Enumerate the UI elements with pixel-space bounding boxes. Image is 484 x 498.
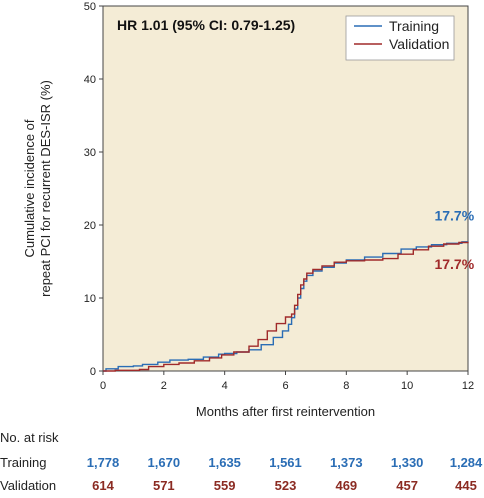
risk-count: 1,778 (86, 455, 120, 470)
legend-box (345, 15, 455, 61)
x-tick-label: 6 (282, 380, 288, 392)
x-tick-label: 8 (343, 380, 349, 392)
risk-count: 571 (152, 478, 175, 493)
axes: 0 10 20 30 40 50 0 2 4 6 8 10 12 (84, 1, 474, 392)
risk-count: 614 (92, 478, 114, 493)
x-tick-label: 0 (100, 380, 106, 392)
y-tick-label: 0 (90, 366, 96, 378)
x-tick-label: 10 (401, 380, 413, 392)
x-tick-label: 12 (462, 380, 474, 392)
y-tick-label: 30 (84, 147, 96, 159)
y-tick-label: 50 (84, 1, 96, 13)
series-line-training (103, 241, 468, 372)
risk-count: 1,373 (330, 455, 363, 470)
y-axis-label-line1: Cumulative incidence of (22, 119, 37, 257)
plot-area (103, 6, 468, 371)
x-tick-label: 4 (222, 380, 228, 392)
risk-count: 445 (455, 478, 477, 493)
risk-count: 1,284 (449, 455, 483, 470)
y-tick-label: 10 (84, 293, 96, 305)
y-tick-label: 20 (84, 220, 96, 232)
legend-label: Training (389, 18, 439, 34)
risk-count: 1,561 (269, 455, 302, 470)
risk-count: 1,635 (208, 455, 241, 470)
risk-row-validation: Validation 614 571 559 523 469 457 445 (0, 478, 484, 498)
x-tick-label: 2 (161, 380, 167, 392)
risk-count: 523 (274, 478, 297, 493)
risk-table-title: No. at risk (0, 430, 59, 445)
risk-count: 559 (213, 478, 236, 493)
risk-row-training: Training 1,778 1,670 1,635 1,561 1,373 1… (0, 455, 484, 475)
risk-count: 457 (396, 478, 419, 493)
legend-label: Validation (389, 36, 449, 52)
legend: Training Validation (345, 15, 455, 61)
series-lines: 17.7% 17.7% (103, 208, 475, 372)
risk-count: 1,330 (390, 455, 424, 470)
y-axis-label-line2: repeat PCI for recurrent DES-ISR (%) (38, 80, 53, 297)
risk-count: 469 (335, 478, 358, 493)
y-tick-label: 40 (84, 74, 96, 86)
risk-row-label: Validation (0, 478, 57, 493)
risk-count: 1,670 (147, 455, 181, 470)
end-label-training: 17.7% (434, 208, 474, 224)
series-line-validation (103, 241, 469, 372)
x-axis-label: Months after first reintervention (196, 404, 375, 419)
km-chart: 17.7% 17.7% 0 10 20 30 40 50 0 2 4 6 8 10 12 HR 1.01 … (22, 1, 475, 419)
hazard-ratio-annotation: HR 1.01 (95% CI: 0.79-1.25) (117, 17, 295, 33)
end-label-validation: 17.7% (434, 256, 474, 272)
risk-row-label: Training (0, 455, 47, 470)
